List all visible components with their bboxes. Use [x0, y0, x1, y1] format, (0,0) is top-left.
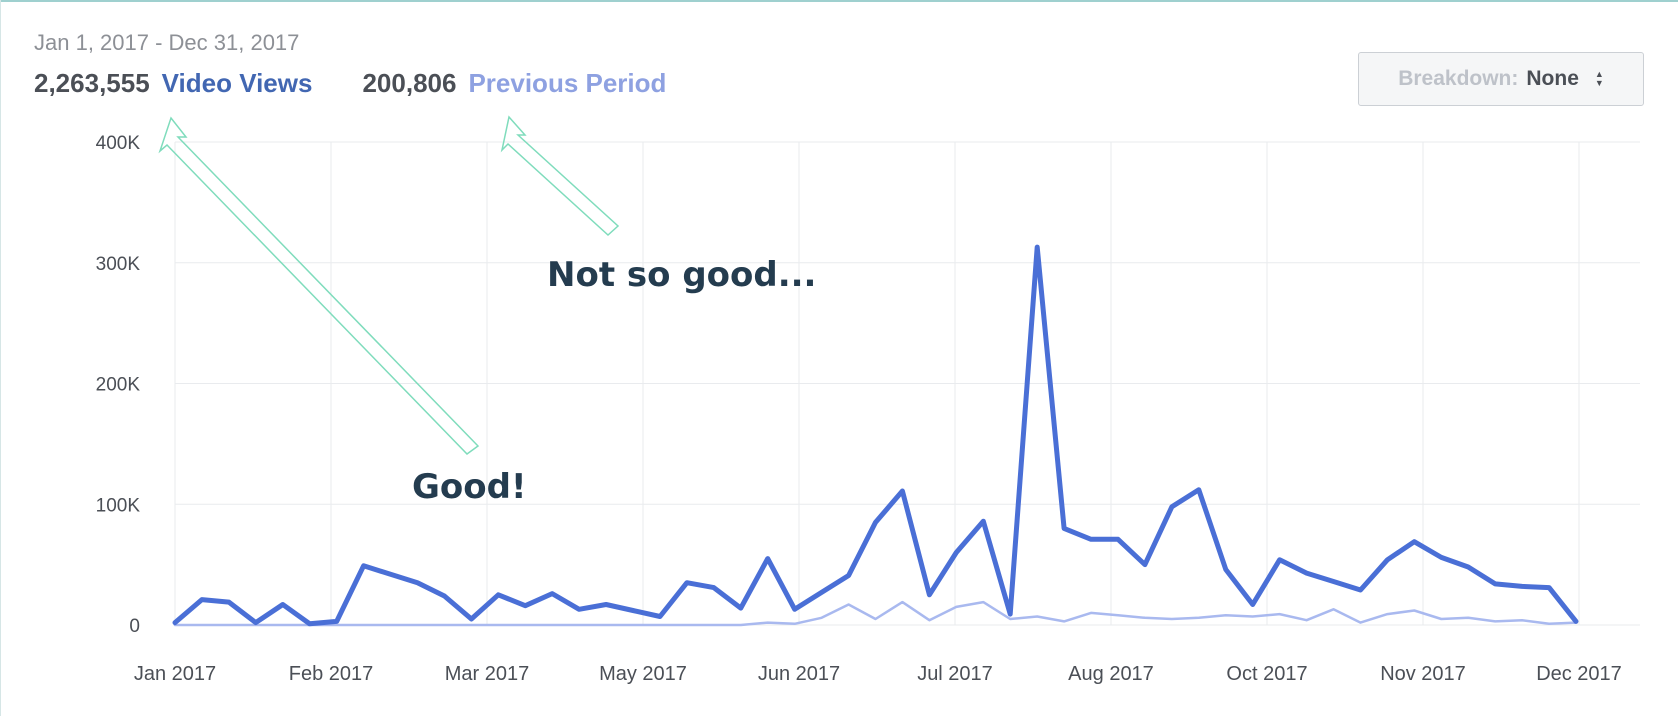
y-tick-label: 0 — [129, 616, 140, 637]
top-border — [0, 0, 1678, 2]
video-views-label: Video Views — [161, 68, 313, 98]
x-tick-label: Mar 2017 — [445, 663, 530, 685]
date-range: Jan 1, 2017 - Dec 31, 2017 — [34, 30, 300, 55]
breakdown-label: Breakdown: — [1398, 67, 1519, 90]
x-tick-label: Jul 2017 — [917, 663, 993, 685]
breakdown-select[interactable]: Breakdown: None ▲ ▼ — [1358, 52, 1644, 106]
previous-period-line — [173, 600, 1578, 627]
previous-period-label: Previous Period — [468, 68, 667, 98]
x-tick-label: Feb 2017 — [289, 663, 374, 685]
y-tick-label: 400K — [96, 133, 141, 154]
grid — [174, 141, 1640, 626]
arrow-to-video-views — [158, 116, 480, 455]
totals-summary: 2,263,555 Video Views 200,806 Previous Peri… — [34, 68, 666, 99]
y-tick-label: 200K — [96, 375, 141, 396]
y-tick-label: 300K — [96, 254, 141, 275]
x-axis: Jan 2017 Feb 2017 Mar 2017 May 2017 Jun 2017… — [134, 663, 1622, 685]
sort-caret-icon: ▲ ▼ — [1594, 69, 1604, 88]
x-tick-label: Jun 2017 — [758, 663, 840, 685]
arrow-to-previous-period — [500, 115, 620, 237]
video-views-line — [172, 244, 1579, 627]
x-tick-label: Aug 2017 — [1068, 663, 1154, 685]
left-border — [0, 0, 1, 716]
y-axis: 0 100K 200K 300K 400K — [96, 133, 141, 637]
x-tick-label: Dec 2017 — [1536, 663, 1622, 685]
video-views-total: 2,263,555 — [34, 68, 150, 98]
x-tick-label: Jan 2017 — [134, 663, 216, 685]
annotations: Good! Not so good... — [158, 115, 816, 507]
x-tick-label: May 2017 — [599, 663, 687, 685]
previous-period-total: 200,806 — [362, 68, 457, 98]
good-annotation: Good! — [412, 467, 526, 507]
not-so-good-annotation: Not so good... — [547, 255, 816, 295]
breakdown-value: None — [1526, 67, 1579, 90]
x-tick-label: Oct 2017 — [1226, 663, 1307, 685]
y-tick-label: 100K — [96, 495, 141, 516]
x-tick-label: Nov 2017 — [1380, 663, 1466, 685]
series-lines — [172, 244, 1579, 627]
